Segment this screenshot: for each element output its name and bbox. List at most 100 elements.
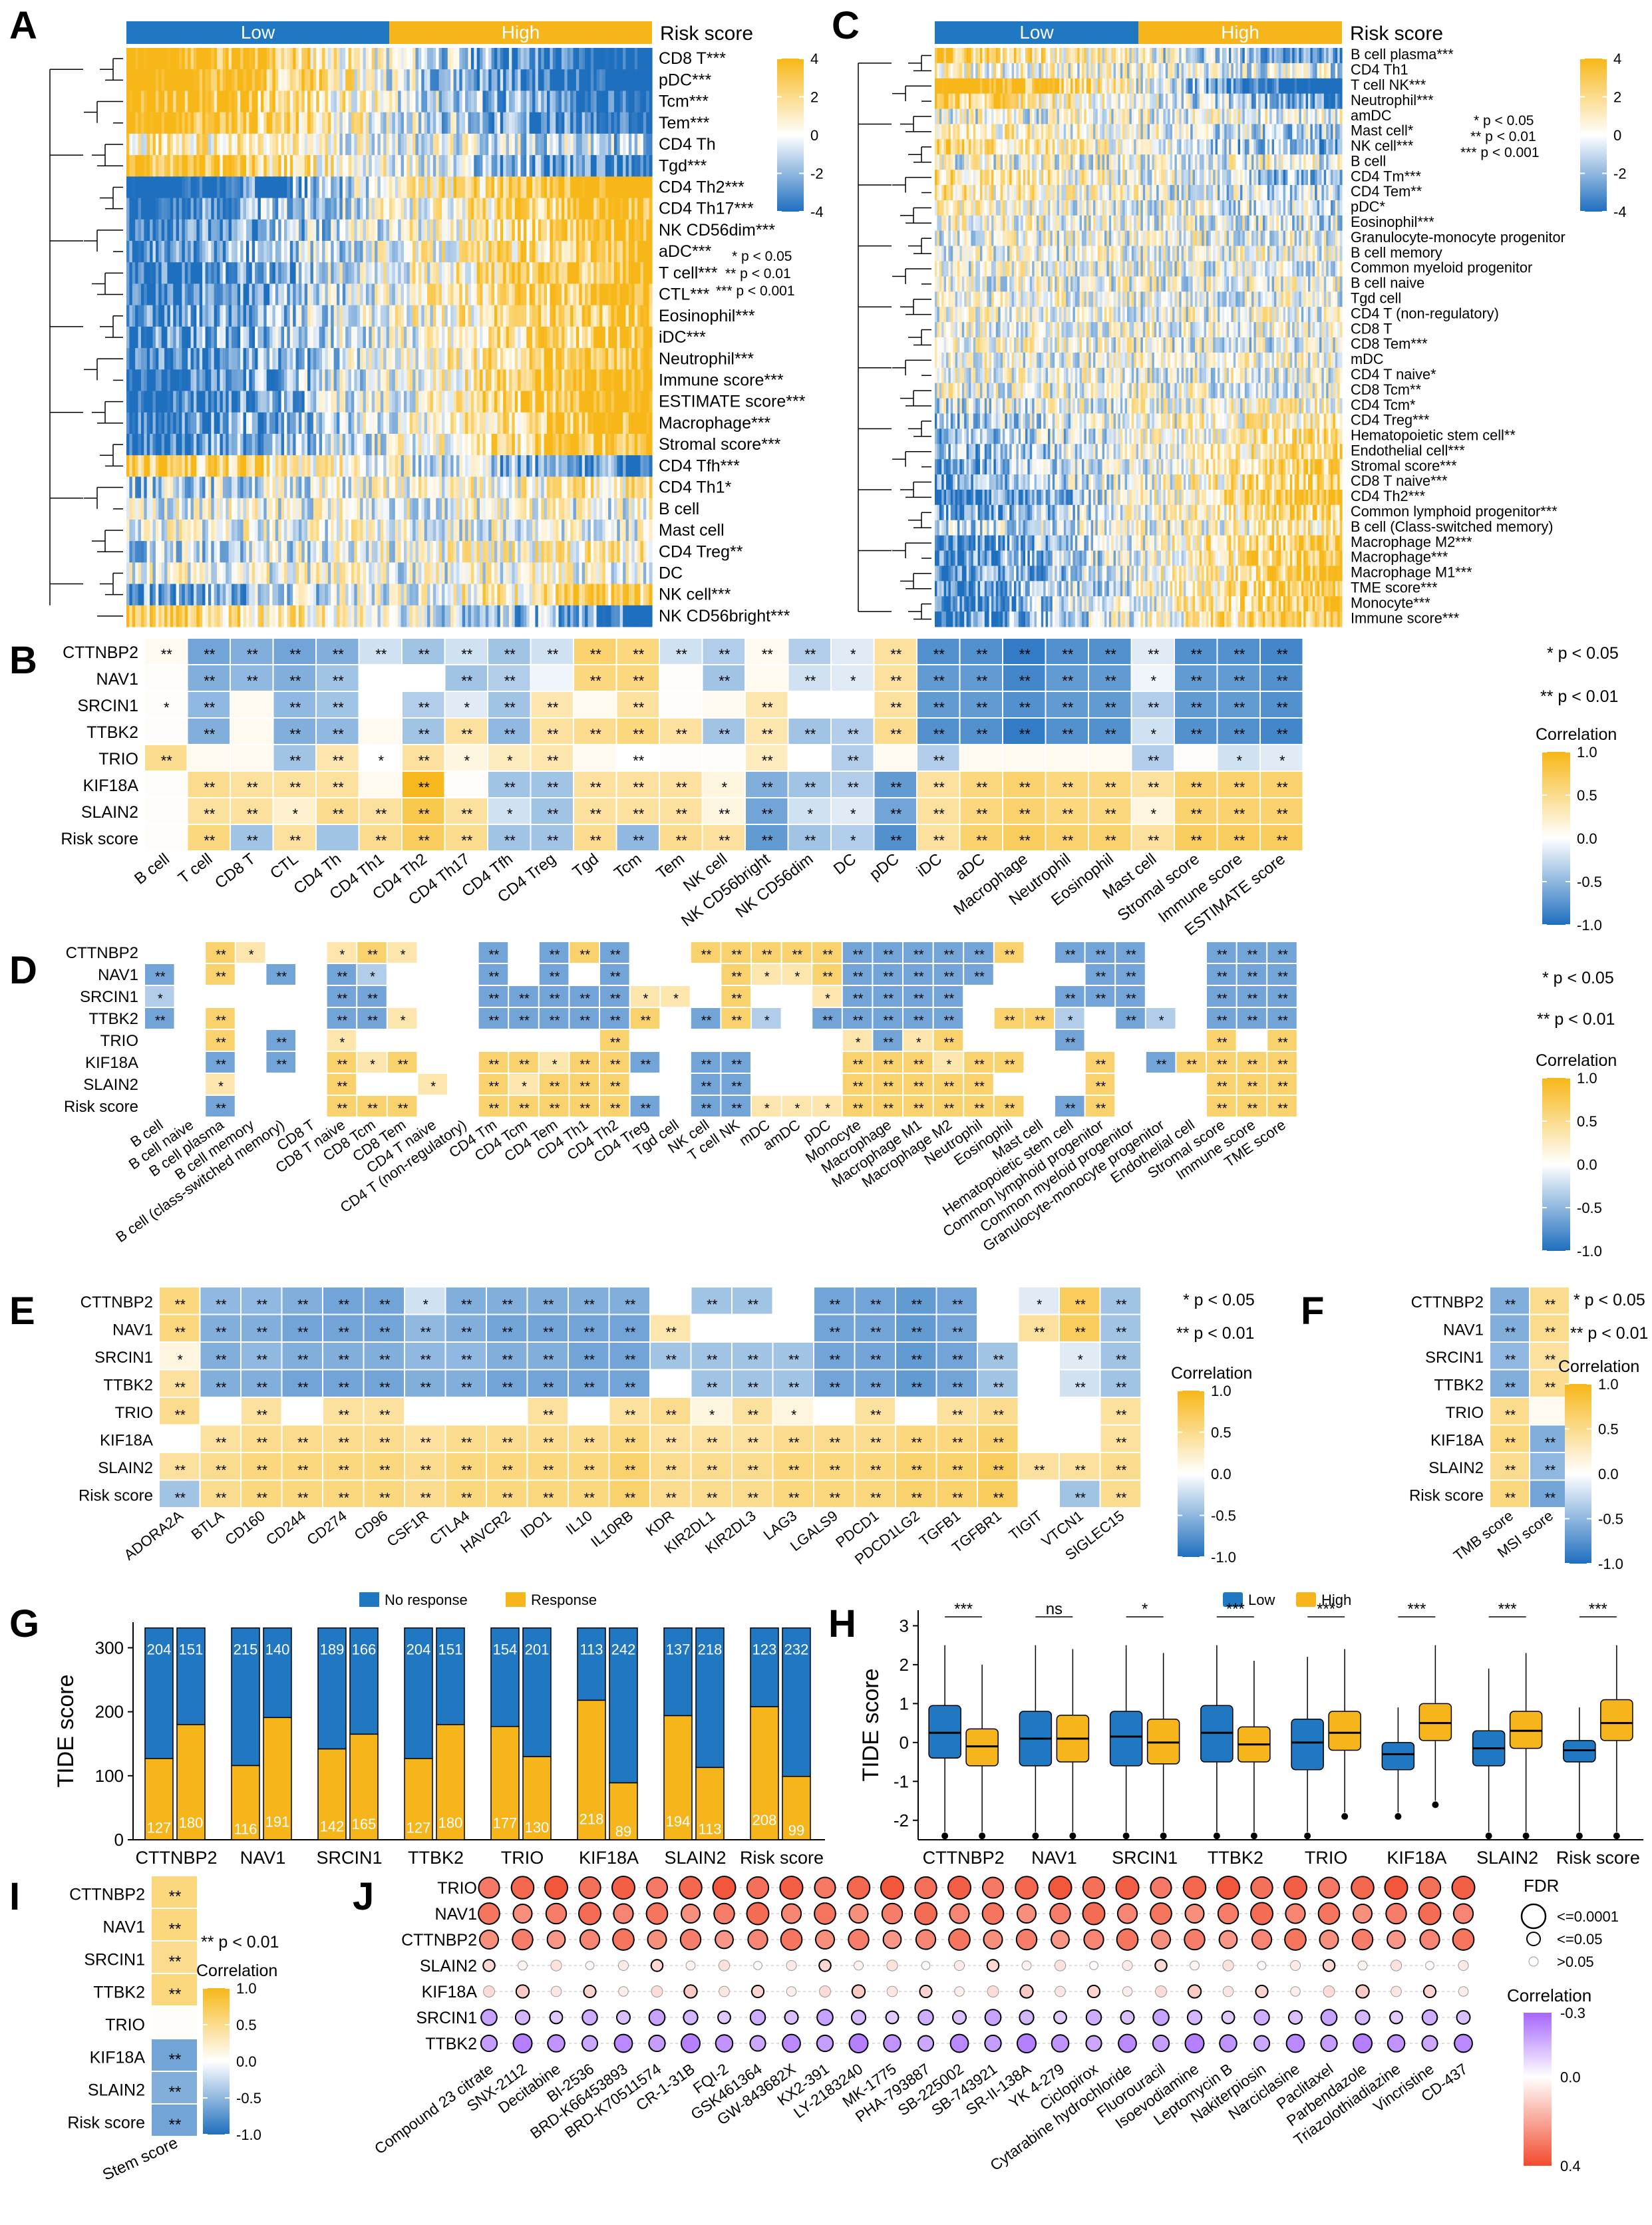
heatmap-cell (524, 112, 527, 134)
heatmap-cell (176, 327, 180, 349)
heatmap-cell (442, 283, 445, 305)
heatmap-cell (126, 391, 130, 413)
heatmap-cell (185, 391, 188, 413)
heatmap-cell (541, 434, 544, 456)
heatmap-cell (477, 198, 480, 220)
heatmap-cell (383, 498, 387, 520)
heatmap-cell (450, 112, 454, 134)
heatmap-cell (275, 413, 279, 434)
heatmap-cell (363, 176, 367, 198)
heatmap-cell (191, 283, 194, 305)
heatmap-cell (287, 369, 290, 391)
heatmap-cell (512, 198, 515, 220)
heatmap-cell (202, 283, 206, 305)
heatmap-cell (258, 112, 261, 134)
heatmap-cell (503, 584, 506, 606)
heatmap-cell (436, 69, 439, 91)
heatmap-cell (389, 455, 393, 477)
heatmap-cell (287, 134, 290, 156)
heatmap-cell (349, 520, 352, 542)
heatmap-cell (550, 48, 553, 70)
heatmap-cell (482, 605, 486, 627)
heatmap-cell (608, 348, 611, 370)
heatmap-cell (518, 455, 521, 477)
heatmap-cell (351, 241, 355, 263)
heatmap-cell (605, 241, 609, 263)
heatmap-cell (144, 434, 147, 456)
heatmap-cell (381, 541, 384, 563)
heatmap-cell (263, 262, 267, 284)
heatmap-cell (556, 262, 559, 284)
heatmap-cell (442, 348, 445, 370)
heatmap-cell (585, 220, 588, 242)
heatmap-cell (363, 369, 367, 391)
heatmap-cell (319, 584, 323, 606)
heatmap-cell (471, 605, 474, 627)
heatmap-cell (433, 176, 436, 198)
heatmap-cell (258, 155, 261, 177)
heatmap-cell (433, 434, 436, 456)
heatmap-cell (623, 476, 626, 498)
heatmap-cell (544, 348, 548, 370)
heatmap-cell (401, 413, 405, 434)
heatmap-cell (582, 520, 585, 542)
heatmap-cell (255, 305, 258, 327)
heatmap-cell (232, 48, 235, 70)
heatmap-cell (319, 112, 323, 134)
heatmap-cell (585, 262, 588, 284)
heatmap-cell (635, 241, 638, 263)
heatmap-cell (564, 520, 568, 542)
heatmap-cell (214, 198, 218, 220)
heatmap-cell (246, 562, 249, 584)
heatmap-cell (387, 327, 390, 349)
heatmap-cell (439, 262, 442, 284)
heatmap-cell (284, 327, 287, 349)
heatmap-cell (296, 455, 299, 477)
heatmap-cell (515, 283, 518, 305)
heatmap-cell (497, 198, 500, 220)
heatmap-cell (141, 391, 144, 413)
heatmap-cell (421, 241, 424, 263)
heatmap-cell (167, 498, 170, 520)
heatmap-cell (290, 562, 293, 584)
heatmap-cell (263, 605, 267, 627)
heatmap-cell (345, 69, 349, 91)
heatmap-cell (410, 584, 413, 606)
heatmap-cell (427, 134, 430, 156)
heatmap-cell (593, 69, 597, 91)
heatmap-cell (482, 262, 486, 284)
heatmap-cell (179, 391, 182, 413)
heatmap-cell (316, 155, 319, 177)
heatmap-cell (150, 605, 153, 627)
heatmap-cell (223, 541, 226, 563)
heatmap-cell (465, 283, 468, 305)
heatmap-cell (541, 562, 544, 584)
heatmap-cell (381, 476, 384, 498)
heatmap-cell (401, 391, 405, 413)
heatmap-cell (322, 90, 325, 112)
heatmap-cell (287, 541, 290, 563)
heatmap-cell (129, 262, 132, 284)
heatmap-cell (170, 48, 174, 70)
heatmap-cell (252, 413, 255, 434)
heatmap-cell (290, 112, 293, 134)
heatmap-cell (404, 391, 407, 413)
heatmap-cell (240, 134, 244, 156)
heatmap-cell (562, 455, 565, 477)
heatmap-cell (132, 584, 136, 606)
heatmap-cell (261, 262, 264, 284)
heatmap-cell (442, 198, 445, 220)
heatmap-cell (439, 241, 442, 263)
heatmap-cell (611, 262, 615, 284)
heatmap-cell (492, 391, 495, 413)
heatmap-cell (369, 584, 372, 606)
heatmap-cell (156, 283, 159, 305)
heatmap-cell (404, 413, 407, 434)
heatmap-cell (299, 541, 302, 563)
heatmap-cell (608, 434, 611, 456)
heatmap-cell (465, 112, 468, 134)
heatmap-cell (281, 476, 285, 498)
heatmap-cell (191, 305, 194, 327)
heatmap-cell (170, 305, 174, 327)
heatmap-cell (395, 455, 399, 477)
